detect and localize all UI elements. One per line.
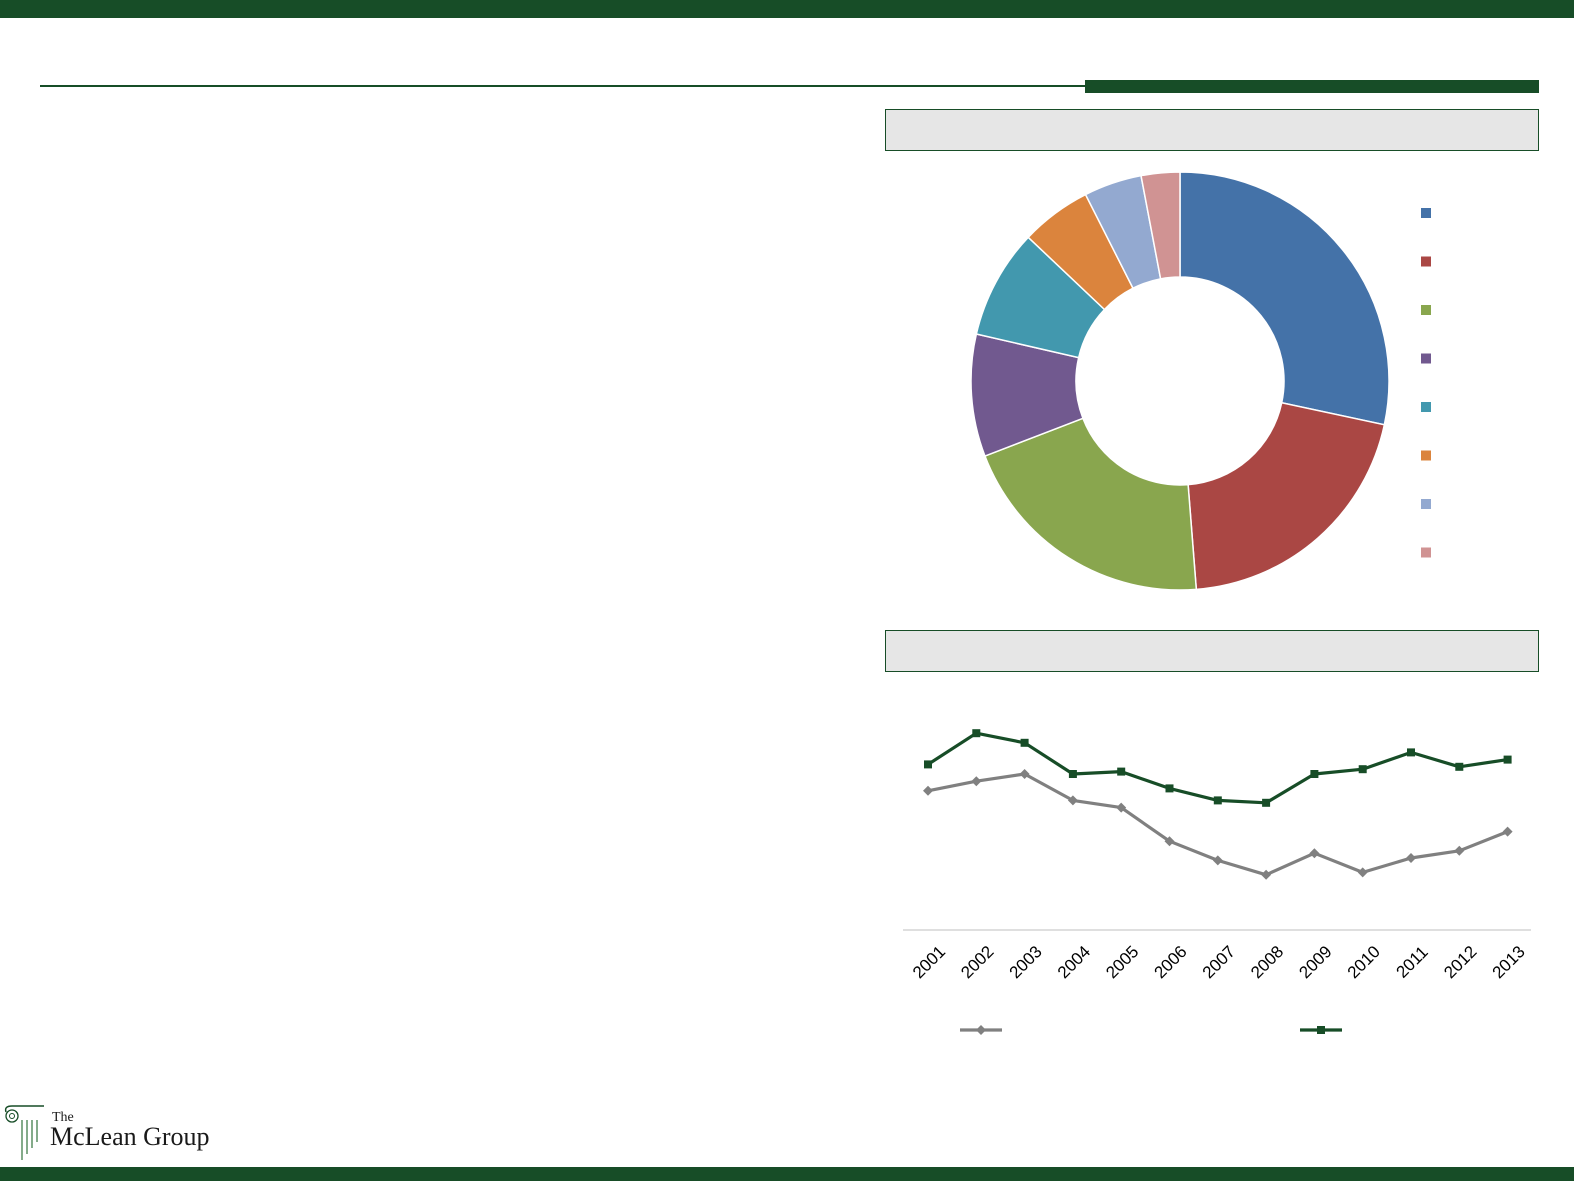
series-2-point-2001 xyxy=(924,760,932,769)
series-1-point-2001 xyxy=(923,785,933,796)
legend-swatch-2 xyxy=(1421,256,1431,267)
donut-slice-8 xyxy=(1140,171,1181,280)
donut-chart xyxy=(970,171,1431,591)
legend-swatch-1 xyxy=(1421,208,1431,218)
line-chart: 2001 2002 2003 2004 2005 2006 2007 2008 2009 2010… xyxy=(903,729,1531,1035)
series-2-point-2007 xyxy=(1213,796,1222,805)
series-2-point-2004 xyxy=(1068,770,1077,778)
series-1-point-2004 xyxy=(1067,795,1078,806)
series-2-point-2002 xyxy=(972,729,981,738)
x-tick-label-2009: 2009 xyxy=(1295,942,1335,982)
series-2-point-2003 xyxy=(1020,738,1029,747)
series-2-point-2010 xyxy=(1358,765,1367,774)
x-tick-label-2005: 2005 xyxy=(1102,942,1142,982)
series-1-point-2009 xyxy=(1309,848,1320,859)
series-1-point-2002 xyxy=(971,776,982,787)
series-1-point-2011 xyxy=(1406,853,1416,863)
header-rule-thick xyxy=(1085,80,1539,93)
series-1-point-2005 xyxy=(1116,802,1127,813)
series-1-point-2012 xyxy=(1454,845,1465,856)
donut-chart-title xyxy=(886,110,1538,130)
x-tick-label-2006: 2006 xyxy=(1151,942,1191,982)
series-1-point-2003 xyxy=(1019,769,1030,779)
line-chart-title xyxy=(886,631,1538,651)
top-bar xyxy=(0,0,1574,18)
series-2-point-2008 xyxy=(1262,798,1271,807)
series-1-point-2007 xyxy=(1212,855,1223,866)
x-tick-label-2003: 2003 xyxy=(1006,942,1046,982)
legend-marker-1 xyxy=(976,1025,986,1035)
donut-chart-header xyxy=(885,109,1539,151)
x-tick-label-2008: 2008 xyxy=(1247,942,1287,982)
column-logo-icon xyxy=(4,1105,44,1160)
donut-slice-1 xyxy=(1179,171,1390,426)
header-rule-thin xyxy=(40,85,1085,87)
legend-swatch-6 xyxy=(1421,450,1431,461)
x-tick-label-2011: 2011 xyxy=(1392,942,1431,981)
series-2-point-2005 xyxy=(1117,767,1126,776)
logo-the: The xyxy=(52,1110,74,1125)
x-tick-label-2012: 2012 xyxy=(1440,942,1480,982)
bottom-bar xyxy=(0,1167,1574,1181)
legend-swatch-3 xyxy=(1421,305,1431,315)
legend-swatch-5 xyxy=(1421,402,1431,412)
x-tick-label-2013: 2013 xyxy=(1489,942,1529,982)
series-line-2 xyxy=(927,731,1508,805)
legend-swatch-7 xyxy=(1421,499,1431,509)
donut-slice-2 xyxy=(1187,401,1386,591)
x-tick-label-2004: 2004 xyxy=(1054,942,1094,982)
series-1-point-2006 xyxy=(1164,836,1175,847)
mclean-group-logo: The McLean Group xyxy=(2,1104,242,1164)
legend-swatch-8 xyxy=(1421,547,1431,558)
series-1-point-2010 xyxy=(1357,867,1368,878)
series-2-point-2009 xyxy=(1310,770,1319,778)
series-1-point-2008 xyxy=(1261,869,1272,880)
donut-slice-3 xyxy=(983,417,1198,591)
x-tick-label-2001: 2001 xyxy=(909,942,949,982)
legend-swatch-4 xyxy=(1421,353,1431,364)
series-2-point-2012 xyxy=(1455,762,1464,771)
x-tick-label-2002: 2002 xyxy=(957,942,997,982)
series-2-point-2006 xyxy=(1165,784,1174,793)
legend-marker-2 xyxy=(1317,1026,1325,1034)
line-chart-header xyxy=(885,630,1539,672)
series-2-point-2013 xyxy=(1503,755,1512,764)
series-1-point-2013 xyxy=(1502,826,1513,837)
logo-name: McLean Group xyxy=(50,1122,210,1151)
x-tick-label-2010: 2010 xyxy=(1344,942,1384,982)
series-2-point-2011 xyxy=(1407,748,1415,757)
x-tick-label-2007: 2007 xyxy=(1199,942,1239,982)
